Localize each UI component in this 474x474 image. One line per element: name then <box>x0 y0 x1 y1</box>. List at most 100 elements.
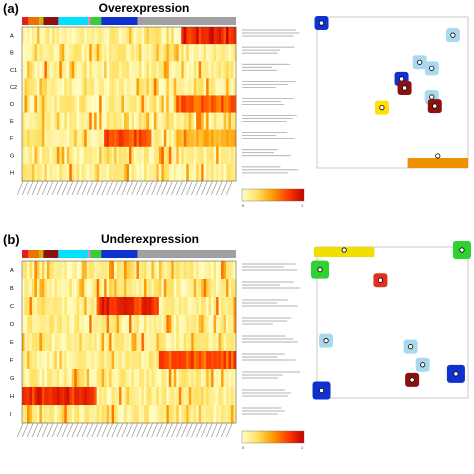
heatmap-cell <box>188 61 192 79</box>
heatmap-cell <box>76 315 80 334</box>
heatmap-cell <box>56 61 60 79</box>
heatmap-cell <box>163 351 167 370</box>
heatmap-cell <box>29 387 33 406</box>
column-tick <box>225 180 233 196</box>
heatmap-cell <box>201 95 204 113</box>
heatmap-cell <box>91 279 95 298</box>
heatmap-cell <box>193 27 197 45</box>
column-tick <box>225 422 233 438</box>
heatmap-cell <box>46 333 50 352</box>
heatmap-cell <box>226 146 229 165</box>
heatmap-cell <box>218 44 222 62</box>
heatmap-cell <box>39 78 43 96</box>
heatmap-cell <box>138 78 142 96</box>
heatmap-cell <box>228 387 232 406</box>
heatmap-cell <box>181 297 185 316</box>
row-label: E <box>10 119 14 125</box>
heatmap-cell <box>186 44 190 62</box>
heatmap-cell <box>106 279 110 298</box>
heatmap-cell <box>109 163 112 182</box>
column-tick <box>156 180 163 196</box>
heatmap-cell <box>121 27 125 45</box>
heatmap-cell <box>29 405 33 424</box>
heatmap-cell <box>171 163 175 182</box>
heatmap-cell <box>163 333 167 352</box>
heatmap-cell <box>173 78 177 96</box>
heatmap-cell <box>186 129 190 148</box>
heatmap-cell <box>178 405 182 424</box>
heatmap-cell <box>191 333 194 352</box>
heatmap-cell <box>186 61 190 79</box>
heatmap-cell <box>131 44 135 62</box>
heatmap-cell <box>191 27 194 45</box>
heatmap-cell <box>76 163 80 182</box>
heatmap-cell <box>31 387 35 406</box>
heatmap-cell <box>203 27 207 45</box>
heatmap-cell <box>34 78 38 96</box>
heatmap-cell <box>119 261 122 280</box>
heatmap-cell <box>106 405 110 424</box>
heatmap-cell <box>22 297 25 316</box>
heatmap-cell <box>168 405 172 424</box>
heatmap-cell <box>161 44 165 62</box>
heatmap-cell <box>121 405 125 424</box>
heatmap-cell <box>181 351 185 370</box>
heatmap-cell <box>114 146 117 165</box>
heatmap-cell <box>221 27 224 45</box>
heatmap-cell <box>151 279 155 298</box>
heatmap-cell <box>61 369 65 388</box>
heatmap-cell <box>111 261 115 280</box>
heatmap-cell <box>111 405 115 424</box>
heatmap-cell <box>216 146 219 165</box>
heatmap-cell <box>216 129 219 148</box>
heatmap-cell <box>129 95 132 113</box>
heatmap-cell <box>213 351 217 370</box>
heatmap-cell <box>101 297 105 316</box>
heatmap-cell <box>193 44 197 62</box>
heatmap-cell <box>176 387 180 406</box>
heatmap-cell <box>109 146 112 165</box>
heatmap-cell <box>173 369 177 388</box>
heatmap-cell <box>106 351 110 370</box>
column-group-bar <box>22 17 29 25</box>
column-tick <box>161 422 168 438</box>
heatmap-cell <box>51 333 55 352</box>
heatmap-cell <box>213 163 217 182</box>
heatmap-cell <box>208 315 212 334</box>
legend-tick-right: 1 <box>301 203 304 208</box>
heatmap-cell <box>94 146 97 165</box>
heatmap-cell <box>171 78 175 96</box>
heatmap-cell <box>223 95 227 113</box>
row-label: D <box>10 322 14 328</box>
heatmap-cell <box>86 78 90 96</box>
heatmap-cell <box>26 78 30 96</box>
heatmap-cell <box>79 163 83 182</box>
heatmap-cell <box>143 27 147 45</box>
heatmap-cell <box>206 369 209 388</box>
heatmap-cell <box>111 44 115 62</box>
legend-colorbar <box>241 430 305 444</box>
column-tick <box>201 180 208 196</box>
heatmap-cell <box>106 369 110 388</box>
heatmap-cell <box>168 27 172 45</box>
heatmap-cell <box>218 146 222 165</box>
heatmap-cell <box>131 351 135 370</box>
heatmap-cell <box>69 27 73 45</box>
heatmap-cell <box>151 27 155 45</box>
heatmap-cell <box>148 112 152 130</box>
heatmap-cell <box>156 297 160 316</box>
heatmap-cell <box>193 163 197 182</box>
heatmap-cell <box>216 297 219 316</box>
heatmap-cell <box>24 78 28 96</box>
heatmap-cell <box>121 44 125 62</box>
heatmap-cell <box>29 112 33 130</box>
row-label: F <box>10 136 14 142</box>
heatmap-cell <box>59 261 63 280</box>
heatmap-cell <box>41 333 45 352</box>
heatmap-cell <box>24 333 28 352</box>
heatmap-cell <box>208 146 212 165</box>
heatmap-cell <box>166 297 170 316</box>
heatmap-cell <box>81 129 85 148</box>
heatmap-cell <box>188 129 192 148</box>
heatmap-cell <box>89 315 92 334</box>
